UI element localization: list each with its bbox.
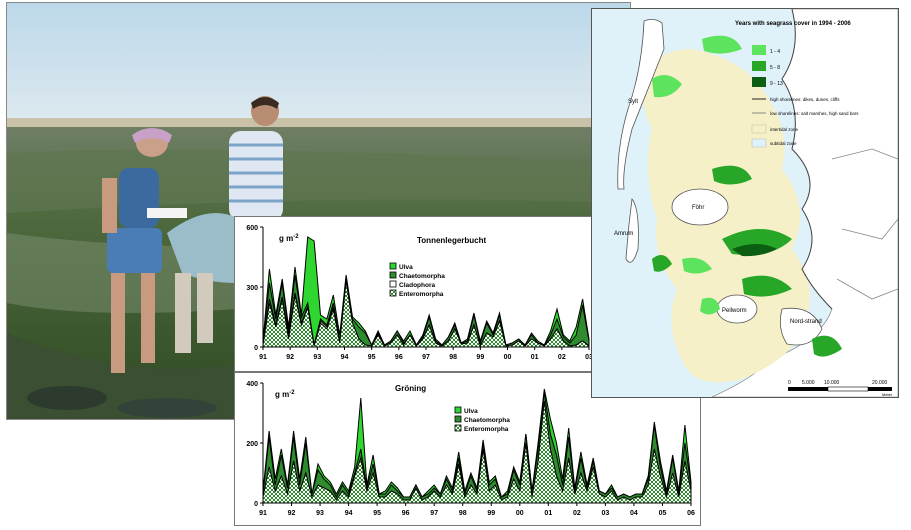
legend-swatch-enteromorpha	[454, 424, 462, 432]
legend-swatch-enteromorpha	[389, 289, 397, 297]
x-tick-label: 01	[531, 354, 539, 361]
x-tick-label: 96	[395, 354, 403, 361]
map-zone-legend-swatch	[751, 124, 767, 134]
x-tick-label: 95	[368, 354, 376, 361]
chart-groening: g m-2 Gröning 0 200 400 91 92 93 94 95 96 97 98 99 0…	[234, 372, 701, 526]
x-tick-label: 91	[259, 354, 267, 361]
legend-label-ulva: Ulva	[399, 264, 413, 271]
place-label-pellworm: Pellworm	[722, 308, 747, 314]
x-tick-label: 03	[602, 510, 610, 517]
y-tick-label: 200	[246, 441, 258, 448]
chart-top-title: Tonnenlegerbucht	[417, 236, 487, 245]
legend-label-chaetomorpha: Chaetomorpha	[464, 417, 510, 424]
intertidal-zone-shape	[643, 49, 810, 383]
x-tick-label: 94	[341, 354, 349, 361]
river-lines	[831, 148, 898, 300]
map-legend: 1 - 4 5 - 8 9 - 13 high shorelines: dikes, …	[751, 45, 859, 148]
place-label-amrum: Amrum	[614, 231, 633, 237]
x-tick-label: 95	[373, 510, 381, 517]
place-label-foehr: Föhr	[692, 205, 704, 211]
scale-label-20000: 20.000	[872, 380, 888, 386]
map-line-legend-label: low shorelines: salt marshes, high sand …	[770, 111, 859, 116]
x-tick-label: 02	[558, 354, 566, 361]
x-tick-label: 97	[422, 354, 430, 361]
map-line-legend-label: high shorelines: dikes, dunes, cliffs	[770, 97, 840, 102]
y-tick-label: 600	[246, 225, 258, 232]
map-zone-legend-swatch	[751, 138, 767, 148]
y-tick-label: 0	[254, 345, 258, 352]
area-series-enteromorpha	[262, 400, 692, 504]
legend-swatch-chaetomorpha	[454, 415, 462, 423]
y-tick-label: 300	[246, 285, 258, 292]
x-tick-label: 93	[313, 354, 321, 361]
map-legend-swatch	[752, 61, 766, 71]
chart-bottom-title: Gröning	[395, 384, 426, 393]
x-tick-label: 98	[459, 510, 467, 517]
legend-label-cladophora: Cladophora	[399, 282, 435, 289]
chart-top-ylabel: g m-2	[279, 234, 299, 243]
person-woman-figure	[102, 128, 187, 373]
high-shoreline-line	[781, 9, 833, 310]
seagrass-patches	[652, 35, 842, 357]
x-tick-label: 98	[449, 354, 457, 361]
legend-swatch-ulva	[454, 406, 462, 414]
place-label-sylt: Sylt	[628, 99, 638, 105]
chart-bottom-ylabel: g m-2	[275, 390, 295, 399]
x-tick-label: 04	[630, 510, 638, 517]
scale-label-unit: Meter	[882, 392, 893, 397]
map-legend-label: 5 - 8	[770, 65, 780, 71]
scale-label-5000: 5.000	[802, 380, 815, 386]
x-tick-label: 02	[573, 510, 581, 517]
y-tick-label: 0	[254, 501, 258, 508]
x-tick-label: 01	[544, 510, 552, 517]
chart-tonnenlegerbucht: g m-2 Tonnenlegerbucht 0 300 600 91 92 93 94 95…	[234, 216, 596, 372]
sylt-island	[617, 19, 665, 190]
x-tick-label: 99	[487, 510, 495, 517]
area-series-enteromorpha	[262, 280, 590, 348]
scale-label-0: 0	[788, 380, 791, 386]
amrum-island	[625, 198, 639, 263]
legend-label-chaetomorpha: Chaetomorpha	[399, 273, 445, 280]
map-legend-swatch	[752, 77, 766, 87]
x-tick-label: 92	[288, 510, 296, 517]
person-man-figure	[229, 96, 283, 221]
legend-swatch-chaetomorpha	[389, 271, 397, 279]
x-tick-label: 97	[430, 510, 438, 517]
x-tick-label: 00	[516, 510, 524, 517]
map-zone-legend-label: subtidal zone	[770, 141, 797, 146]
map-title: Years with seagrass cover in 1994 - 2006	[735, 21, 851, 27]
area-series-chaetomorpha	[262, 391, 692, 504]
place-label-nordstrand: Nord-strand	[790, 319, 822, 325]
map-zone-legend-label: intertidal zone	[770, 127, 799, 132]
x-tick-label: 91	[259, 510, 267, 517]
legend-swatch-ulva	[389, 262, 397, 270]
seagrass-map: Years with seagrass cover in 1994 - 2006…	[591, 8, 899, 398]
x-tick-label: 96	[402, 510, 410, 517]
x-tick-label: 93	[316, 510, 324, 517]
y-tick-label: 400	[246, 381, 258, 388]
foehr-island	[671, 188, 729, 226]
map-legend-label: 9 - 13	[770, 81, 783, 87]
x-tick-label: 92	[286, 354, 294, 361]
legend-label-ulva: Ulva	[464, 408, 478, 415]
legend-label-enteromorpha: Enteromorpha	[464, 426, 509, 433]
x-tick-label: 05	[659, 510, 667, 517]
x-tick-label: 03	[585, 354, 593, 361]
person-bending-figure	[167, 213, 237, 353]
seagrass-map-svg: Years with seagrass cover in 1994 - 2006…	[592, 9, 898, 397]
nordstrand-island	[779, 307, 823, 346]
legend-swatch-cladophora	[389, 280, 397, 288]
scale-label-10000: 10.000	[824, 380, 840, 386]
legend-label-enteromorpha: Enteromorpha	[399, 291, 444, 298]
map-scale-bar: 0 5.000 10.000 20.000 Meter	[788, 380, 893, 397]
x-tick-label: 00	[504, 354, 512, 361]
map-legend-swatch	[752, 45, 766, 55]
x-tick-label: 94	[345, 510, 353, 517]
x-tick-label: 99	[476, 354, 484, 361]
x-tick-label: 06	[687, 510, 695, 517]
map-legend-label: 1 - 4	[770, 49, 780, 55]
